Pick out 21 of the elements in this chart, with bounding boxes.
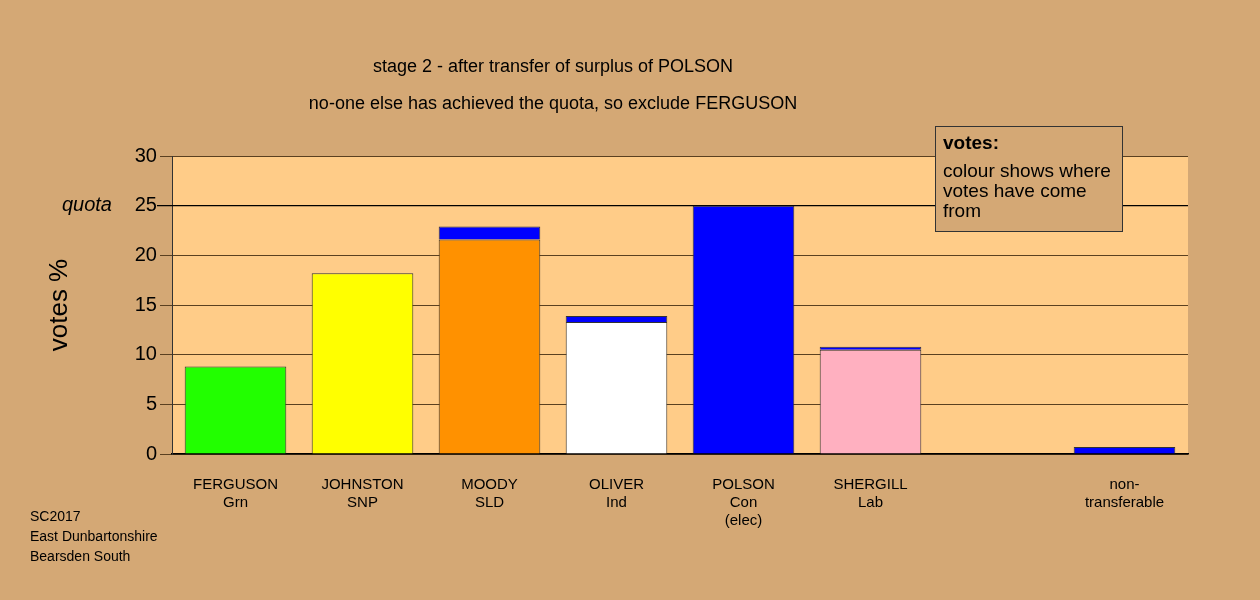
y-tick-label: 30	[134, 143, 157, 166]
y-tick-label: 5	[145, 391, 157, 414]
y-tick-label: 15	[134, 292, 157, 315]
annotation: colour shows where votes have come from	[943, 160, 1111, 221]
y-tick-label: 25	[134, 193, 157, 216]
ref-line-label: quota	[61, 193, 112, 216]
y-tick-label: 0	[145, 441, 157, 464]
x-tick-label: POLSON Con (elec)	[712, 475, 775, 529]
text: SC2017 East Dunbartonshire Bearsden South	[30, 507, 158, 566]
y-tick-label: 20	[134, 242, 157, 265]
y-tick-label: 10	[134, 342, 157, 365]
x-tick-label: MOODY SLD	[461, 475, 518, 511]
x-tick-label: FERGUSON Grn	[192, 475, 279, 511]
x-tick-label: JOHNSTON SNP	[321, 475, 404, 511]
x-tick-label: non- transferable	[1084, 475, 1165, 511]
x-tick-label: OLIVER Ind	[588, 475, 645, 511]
x-tick-label: SHERGILL Lab	[833, 475, 908, 511]
y-axis-title: votes %	[42, 258, 73, 352]
text: votes:	[943, 132, 1000, 153]
chart-title: stage 2 - after transfer of surplus of POLSON	[372, 55, 734, 76]
chart-subtitle: no-one else has achieved the quota, so exclude FERGUSON	[308, 92, 798, 113]
